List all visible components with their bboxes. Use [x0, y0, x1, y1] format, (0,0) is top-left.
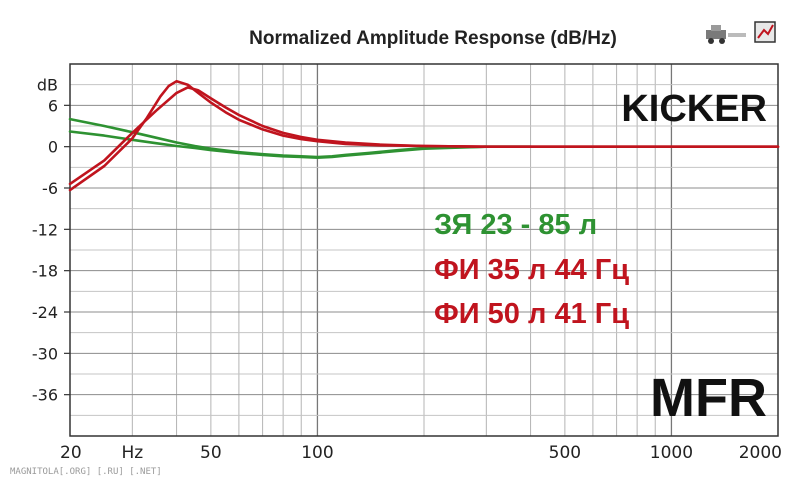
toolbar-chart-icon[interactable] — [754, 21, 776, 43]
brand-label: KICKER — [621, 88, 767, 130]
x-tick-label: 50 — [200, 443, 222, 463]
x-tick-label: 100 — [301, 443, 333, 463]
series-line-4 — [68, 86, 780, 186]
y-axis-unit-label: dB — [37, 76, 58, 95]
y-tick-label: -18 — [32, 262, 58, 281]
y-tick-label: -6 — [42, 179, 58, 198]
legend-entry: ФИ 50 л 41 Гц — [434, 298, 629, 330]
y-tick-label: -30 — [32, 344, 58, 363]
plot-area: dB6 0 -6 -12 -18 -24 -30 -36 20 50 100 500 1000 2000 H… — [32, 63, 782, 463]
test-label: MFR — [650, 368, 767, 428]
y-tick-label: -24 — [32, 303, 58, 322]
y-tick-label: 0 — [48, 138, 58, 157]
series-line-2 — [68, 117, 488, 159]
legend-entry: ЗЯ 23 - 85 л — [434, 209, 597, 241]
toolbar-car-icon[interactable] — [706, 25, 746, 44]
x-tick-label: 2000 — [739, 443, 782, 463]
y-tick-label: 6 — [48, 96, 58, 115]
legend-entry: ФИ 35 л 44 Гц — [434, 254, 629, 286]
chart-title: Normalized Amplitude Response (dB/Hz) — [249, 28, 617, 49]
plot-border — [69, 63, 779, 437]
x-tick-label: 1000 — [650, 443, 693, 463]
x-axis-unit-label: Hz — [121, 443, 143, 463]
y-tick-label: -12 — [32, 220, 58, 239]
x-tick-label: 20 — [60, 443, 82, 463]
x-tick-label: 500 — [549, 443, 581, 463]
legend: ЗЯ 23 - 85 л ФИ 35 л 44 Гц ФИ 50 л 41 Гц — [434, 209, 629, 330]
y-tick-label: -36 — [32, 386, 58, 405]
watermark: MAGNITOLA[.ORG] [.RU] [.NET] — [10, 467, 162, 477]
